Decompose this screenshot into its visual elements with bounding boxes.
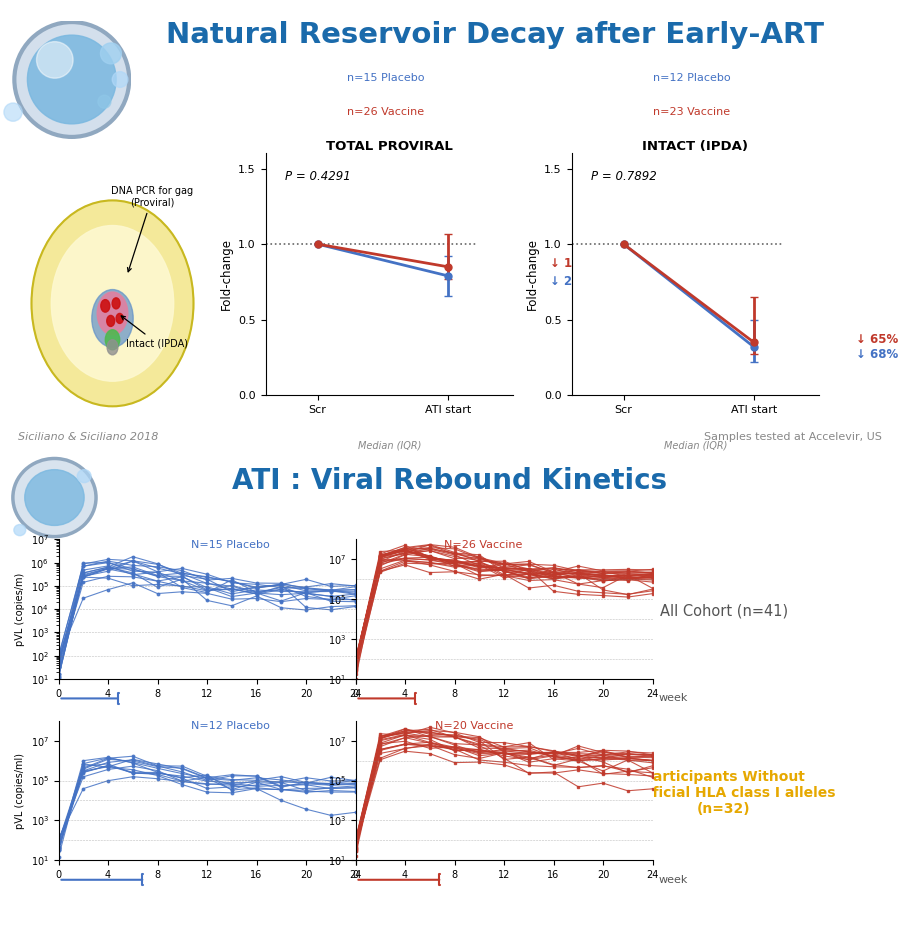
Circle shape <box>98 95 111 108</box>
Circle shape <box>112 298 120 309</box>
Circle shape <box>105 330 120 350</box>
Text: Siciliano & Siciliano 2018: Siciliano & Siciliano 2018 <box>18 432 158 442</box>
Text: All Cohort (n=41): All Cohort (n=41) <box>660 604 788 619</box>
Text: n=12 Placebo: n=12 Placebo <box>653 73 731 83</box>
Text: week: week <box>659 693 688 703</box>
Text: N=26 Vaccine: N=26 Vaccine <box>444 539 522 550</box>
Text: P = 0.7892: P = 0.7892 <box>591 170 657 183</box>
Circle shape <box>116 313 123 324</box>
Circle shape <box>107 339 118 355</box>
Circle shape <box>107 315 114 326</box>
Text: Natural Reservoir Decay after Early-ART: Natural Reservoir Decay after Early-ART <box>166 20 824 49</box>
Y-axis label: pVL (copies/m): pVL (copies/m) <box>14 573 24 645</box>
Circle shape <box>14 525 26 536</box>
Text: N=15 Placebo: N=15 Placebo <box>192 539 270 550</box>
Ellipse shape <box>51 226 174 381</box>
Title: TOTAL PROVIRAL: TOTAL PROVIRAL <box>326 140 453 153</box>
Text: week: week <box>659 874 688 884</box>
Text: n=15 Placebo: n=15 Placebo <box>347 73 425 83</box>
Text: P = 0.4291: P = 0.4291 <box>285 170 351 183</box>
Circle shape <box>92 289 133 347</box>
Text: n=26 Vaccine: n=26 Vaccine <box>347 107 424 117</box>
Circle shape <box>14 22 130 137</box>
Circle shape <box>97 292 128 335</box>
Circle shape <box>27 35 116 124</box>
Circle shape <box>112 72 128 87</box>
Text: ATI : Viral Rebound Kinetics: ATI : Viral Rebound Kinetics <box>232 467 668 496</box>
Text: ↓ 65%: ↓ 65% <box>856 333 898 346</box>
Text: DNA PCR for gag
(Proviral): DNA PCR for gag (Proviral) <box>111 186 194 272</box>
Text: ↓ 68%: ↓ 68% <box>856 348 898 361</box>
Text: Participants Without
Beneficial HLA class I alleles
(n=32): Participants Without Beneficial HLA clas… <box>613 770 835 816</box>
Text: Samples tested at Accelevir, US: Samples tested at Accelevir, US <box>704 432 882 442</box>
Circle shape <box>101 299 110 312</box>
Y-axis label: pVL (copies/ml): pVL (copies/ml) <box>15 752 25 829</box>
Text: Median (IQR): Median (IQR) <box>357 441 421 450</box>
Text: N=12 Placebo: N=12 Placebo <box>192 721 270 731</box>
Circle shape <box>37 42 73 78</box>
Title: INTACT (IPDA): INTACT (IPDA) <box>643 140 748 153</box>
Circle shape <box>101 43 122 64</box>
Text: Intact (IPDA): Intact (IPDA) <box>122 316 188 349</box>
Text: n=23 Vaccine: n=23 Vaccine <box>653 107 730 117</box>
Text: Median (IQR): Median (IQR) <box>663 441 727 450</box>
Y-axis label: Fold-change: Fold-change <box>526 238 538 311</box>
Text: ↓ 15%: ↓ 15% <box>550 258 592 271</box>
Text: N=20 Vaccine: N=20 Vaccine <box>435 721 514 731</box>
Circle shape <box>25 470 85 525</box>
Ellipse shape <box>32 201 194 406</box>
Circle shape <box>13 458 96 537</box>
Circle shape <box>77 470 91 483</box>
Text: ↓ 21%: ↓ 21% <box>550 275 592 288</box>
Y-axis label: Fold-change: Fold-change <box>220 238 232 311</box>
Circle shape <box>4 103 23 121</box>
